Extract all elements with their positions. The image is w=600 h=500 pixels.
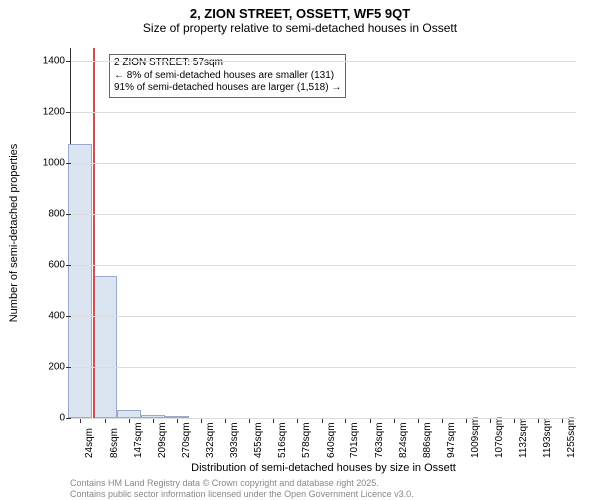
- x-tick-label: 886sqm: [422, 422, 433, 458]
- x-tick-label: 86sqm: [109, 428, 120, 458]
- y-tick-label: 200: [48, 361, 71, 372]
- y-tick-label: 0: [59, 413, 71, 424]
- bars-layer: [71, 48, 576, 418]
- x-axis-title: Distribution of semi-detached houses by …: [71, 462, 576, 474]
- x-tick-label: 824sqm: [398, 422, 409, 458]
- x-tick-label: 1255sqm: [566, 417, 577, 458]
- gridline: [71, 367, 576, 368]
- footer-line: Contains HM Land Registry data © Crown c…: [70, 478, 414, 489]
- annotation-line: ← 8% of semi-detached houses are smaller…: [114, 70, 341, 83]
- gridline: [71, 265, 576, 266]
- plot-area: 2 ZION STREET: 57sqm← 8% of semi-detache…: [70, 48, 576, 419]
- x-tick-label: 1009sqm: [470, 417, 481, 458]
- x-tick-label: 640sqm: [326, 422, 337, 458]
- histogram-bar: [68, 144, 92, 418]
- gridline: [71, 61, 576, 62]
- y-tick-label: 1400: [43, 55, 71, 66]
- x-tick-label: 701sqm: [349, 422, 360, 458]
- chart-container: 2, ZION STREET, OSSETT, WF5 9QT Size of …: [0, 0, 600, 500]
- y-tick-label: 1200: [43, 106, 71, 117]
- reference-line: [93, 48, 95, 418]
- annotation-line: 91% of semi-detached houses are larger (…: [114, 82, 341, 95]
- x-tick-label: 455sqm: [253, 422, 264, 458]
- y-tick-label: 1000: [43, 157, 71, 168]
- footer: Contains HM Land Registry data © Crown c…: [70, 478, 414, 500]
- x-tick-label: 578sqm: [301, 422, 312, 458]
- x-tick-label: 1070sqm: [494, 417, 505, 458]
- x-tick-label: 763sqm: [374, 422, 385, 458]
- title-main: 2, ZION STREET, OSSETT, WF5 9QT: [0, 6, 600, 21]
- histogram-bar: [93, 276, 117, 418]
- title-sub: Size of property relative to semi-detach…: [0, 21, 600, 35]
- y-tick-label: 800: [48, 208, 71, 219]
- x-tick-label: 947sqm: [446, 422, 457, 458]
- gridline: [71, 418, 576, 419]
- x-tick-label: 24sqm: [84, 428, 95, 458]
- annotation-line: 2 ZION STREET: 57sqm: [114, 57, 341, 70]
- x-tick-label: 147sqm: [133, 422, 144, 458]
- x-tick-label: 516sqm: [277, 422, 288, 458]
- x-tick-label: 332sqm: [205, 422, 216, 458]
- gridline: [71, 112, 576, 113]
- x-tick-label: 1132sqm: [518, 418, 529, 458]
- y-axis-label: Number of semi-detached properties: [8, 144, 20, 323]
- title-block: 2, ZION STREET, OSSETT, WF5 9QT Size of …: [0, 0, 600, 35]
- footer-line: Contains public sector information licen…: [70, 489, 414, 500]
- gridline: [71, 214, 576, 215]
- histogram-bar: [117, 410, 141, 418]
- y-tick-label: 600: [48, 259, 71, 270]
- x-tick-label: 1193sqm: [542, 418, 553, 458]
- x-tick-label: 209sqm: [157, 422, 168, 458]
- x-tick-label: 270sqm: [181, 422, 192, 458]
- x-tick-label: 393sqm: [229, 422, 240, 458]
- y-tick-label: 400: [48, 310, 71, 321]
- gridline: [71, 316, 576, 317]
- gridline: [71, 163, 576, 164]
